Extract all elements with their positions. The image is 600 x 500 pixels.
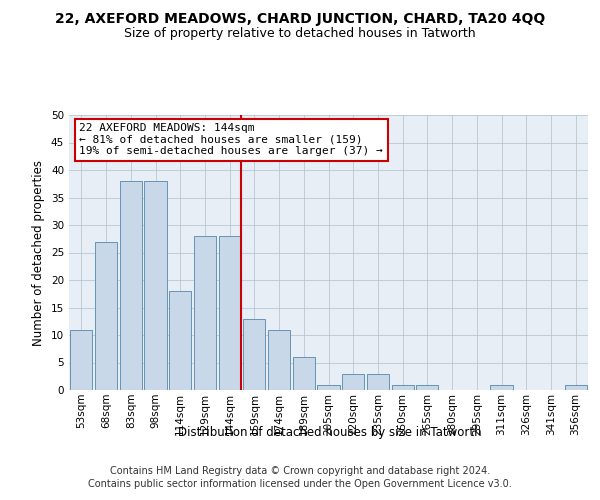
Text: 22, AXEFORD MEADOWS, CHARD JUNCTION, CHARD, TA20 4QQ: 22, AXEFORD MEADOWS, CHARD JUNCTION, CHA… — [55, 12, 545, 26]
Bar — [95, 242, 117, 390]
Bar — [70, 330, 92, 390]
Bar — [416, 384, 439, 390]
Text: 22 AXEFORD MEADOWS: 144sqm
← 81% of detached houses are smaller (159)
19% of sem: 22 AXEFORD MEADOWS: 144sqm ← 81% of deta… — [79, 123, 383, 156]
Bar — [194, 236, 216, 390]
Bar — [119, 181, 142, 390]
Bar — [392, 384, 414, 390]
Bar — [565, 384, 587, 390]
Bar — [490, 384, 512, 390]
Bar — [268, 330, 290, 390]
Bar — [293, 357, 315, 390]
Bar — [243, 318, 265, 390]
Text: Size of property relative to detached houses in Tatworth: Size of property relative to detached ho… — [124, 28, 476, 40]
Text: Contains public sector information licensed under the Open Government Licence v3: Contains public sector information licen… — [88, 479, 512, 489]
Bar — [317, 384, 340, 390]
Bar — [218, 236, 241, 390]
Text: Distribution of detached houses by size in Tatworth: Distribution of detached houses by size … — [178, 426, 482, 439]
Bar — [169, 291, 191, 390]
Text: Contains HM Land Registry data © Crown copyright and database right 2024.: Contains HM Land Registry data © Crown c… — [110, 466, 490, 476]
Bar — [367, 374, 389, 390]
Y-axis label: Number of detached properties: Number of detached properties — [32, 160, 46, 346]
Bar — [145, 181, 167, 390]
Bar — [342, 374, 364, 390]
